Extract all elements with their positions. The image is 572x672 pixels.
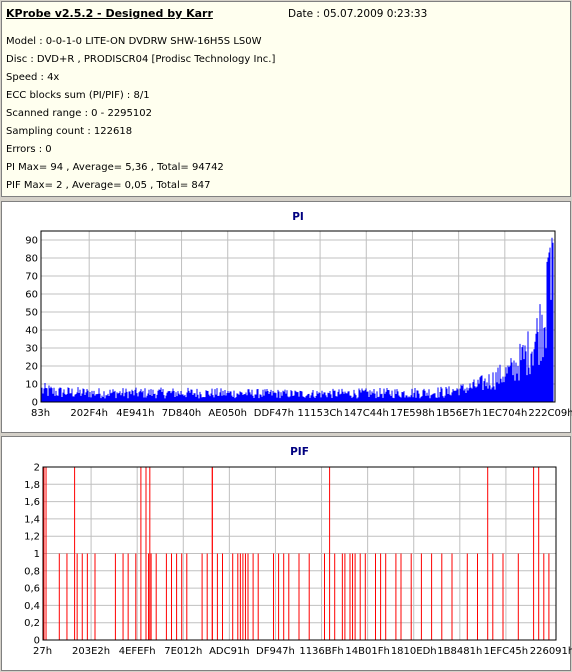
pif-y-tick-label: 1,4 xyxy=(24,514,40,525)
pi-y-tick-label: 60 xyxy=(25,290,38,301)
pif-y-tick-label: 0,2 xyxy=(24,618,40,629)
pif-x-tick-label: 7E012h xyxy=(164,646,202,657)
pif-x-tick-label: 27h xyxy=(33,646,52,657)
pif-y-tick-label: 1,8 xyxy=(24,480,40,491)
pif-y-tick-label: 1 xyxy=(34,549,40,560)
pi-x-tick-label: 83h xyxy=(31,408,50,419)
pi-x-tick-label: AE050h xyxy=(208,408,247,419)
pif-series xyxy=(43,467,550,640)
pi-x-tick-label: 202F4h xyxy=(70,408,108,419)
info-errors: Errors : 0 xyxy=(6,144,52,155)
pi-x-tick-label: 222C09h xyxy=(528,408,572,419)
pi-x-tick-label: 1B56E7h xyxy=(436,408,481,419)
pi-x-tick-label: 17E598h xyxy=(390,408,434,419)
pif-y-tick-label: 0,8 xyxy=(24,566,40,577)
pif-y-tick-label: 1,2 xyxy=(24,532,40,543)
info-disc: Disc : DVD+R , PRODISCR04 [Prodisc Techn… xyxy=(6,54,276,65)
pif-x-tick-label: 203E2h xyxy=(72,646,110,657)
pi-chart-title: PI xyxy=(292,211,304,223)
pi-chart-panel: PI 0 10 20 30 40 50 60 70 80 90 83h 202F4h 4E941h 7D84… xyxy=(1,201,572,433)
pif-x-tick-label: ADC91h xyxy=(209,646,250,657)
pi-y-tick-label: 40 xyxy=(25,326,38,337)
pif-y-tick-label: 0 xyxy=(34,636,40,647)
info-model: Model : 0-0-1-0 LITE-ON DVDRW SHW-16H5S … xyxy=(6,36,262,47)
info-ecc: ECC blocks sum (PI/PIF) : 8/1 xyxy=(6,90,150,101)
pi-x-tick-label: 1EC704h xyxy=(482,408,527,419)
pif-chart-panel: PIF 0 0,2 0,4 0,6 0,8 1 1,2 1,4 1,6 1,8 2 27h 203E2h 4… xyxy=(1,436,572,671)
pif-x-tick-label: 1810EDh xyxy=(391,646,437,657)
pi-plot-border xyxy=(40,230,556,403)
pif-x-tick-label: 1136BFh xyxy=(299,646,343,657)
pi-y-tick-label: 80 xyxy=(25,254,38,265)
info-range: Scanned range : 0 - 2295102 xyxy=(6,108,152,119)
pif-x-tick-label: 1EFC45h xyxy=(484,646,528,657)
pi-x-tick-label: 4E941h xyxy=(116,408,154,419)
pi-plot-area xyxy=(40,230,556,403)
info-pi-summary: PI Max= 94 , Average= 5,36 , Total= 9474… xyxy=(6,162,224,173)
pi-area xyxy=(41,237,554,402)
scan-date: Date : 05.07.2009 0:23:33 xyxy=(288,8,428,20)
pif-x-tick-label: 1B8481h xyxy=(437,646,482,657)
pif-y-tick-label: 2 xyxy=(34,463,40,474)
pi-series xyxy=(41,237,554,402)
info-panel: KProbe v2.5.2 - Designed by Karr Date : … xyxy=(1,1,571,197)
pi-y-tick-label: 30 xyxy=(25,344,38,355)
pif-x-tick-label: 226091h xyxy=(530,646,572,657)
pif-x-tick-label: 4EFEFh xyxy=(119,646,156,657)
pi-chart: PI 0 10 20 30 40 50 60 70 80 90 83h 202F4h 4E941h 7D84… xyxy=(25,211,572,419)
pi-x-tick-label: 7D840h xyxy=(162,408,202,419)
pi-y-tick-label: 70 xyxy=(25,272,38,283)
app-title: KProbe v2.5.2 - Designed by Karr xyxy=(6,7,213,20)
pi-y-tick-label: 90 xyxy=(25,236,38,247)
pi-y-tick-label: 0 xyxy=(32,398,38,409)
pi-y-tick-label: 10 xyxy=(25,380,38,391)
pif-chart: PIF 0 0,2 0,4 0,6 0,8 1 1,2 1,4 1,6 1,8 2 27h 203E2h 4… xyxy=(24,446,572,657)
pif-plot-border xyxy=(42,466,557,641)
pif-x-tick-label: 14B01Fh xyxy=(345,646,389,657)
pi-x-tick-label: DDF47h xyxy=(254,408,294,419)
pi-y-tick-label: 50 xyxy=(25,308,38,319)
info-pif-summary: PIF Max= 2 , Average= 0,05 , Total= 847 xyxy=(6,180,211,191)
pi-x-tick-label: 11153Ch xyxy=(298,408,343,419)
pif-chart-title: PIF xyxy=(290,446,309,458)
info-sampling: Sampling count : 122618 xyxy=(6,126,133,137)
pif-y-tick-label: 0,4 xyxy=(24,601,40,612)
pif-y-tick-label: 1,6 xyxy=(24,497,40,508)
pif-x-tick-label: DF947h xyxy=(256,646,295,657)
info-speed: Speed : 4x xyxy=(6,72,60,83)
pif-y-tick-label: 0,6 xyxy=(24,584,40,595)
pi-y-tick-label: 20 xyxy=(25,362,38,373)
pi-x-tick-label: 147C44h xyxy=(344,408,389,419)
